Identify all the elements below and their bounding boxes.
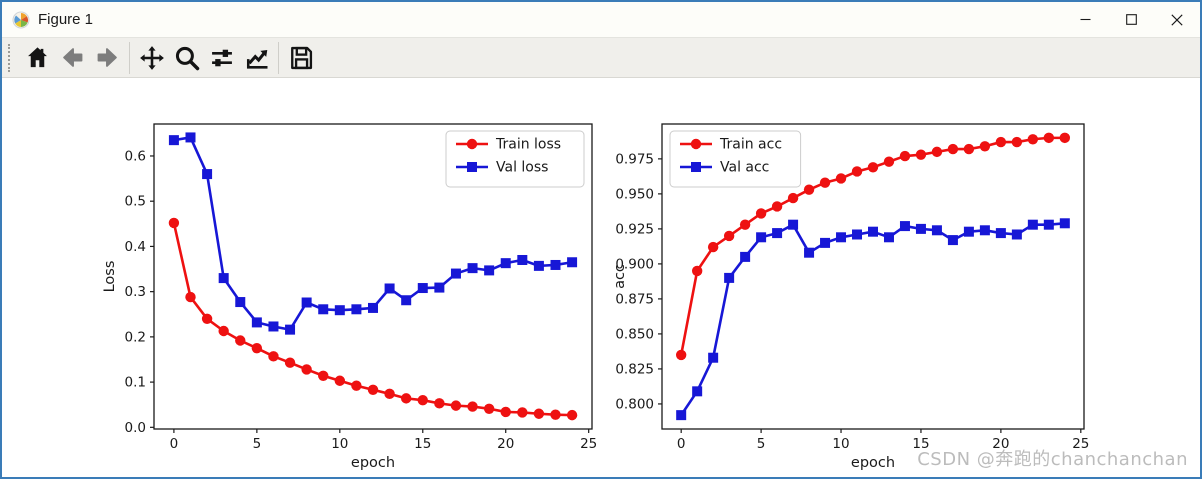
- minimize-button[interactable]: [1062, 2, 1108, 37]
- close-icon: [1171, 13, 1183, 26]
- x-tick-label: 25: [1072, 436, 1089, 452]
- y-tick-label: 0.5: [125, 194, 146, 210]
- legend-label: Val loss: [496, 160, 548, 176]
- magnifier-icon: [175, 46, 199, 70]
- matplotlib-logo-icon: [12, 11, 30, 28]
- title-bar: Figure 1: [2, 2, 1200, 38]
- pan-icon: [139, 45, 164, 70]
- save-button[interactable]: [283, 41, 318, 75]
- home-icon: [28, 47, 47, 68]
- x-tick-label: 10: [832, 436, 849, 452]
- series-val-loss: [168, 132, 578, 335]
- x-tick-label: 15: [912, 436, 929, 452]
- toolbar-separator: [129, 41, 130, 74]
- toolbar-gripper[interactable]: [8, 43, 12, 72]
- y-tick-label: 0.4: [125, 239, 146, 255]
- y-tick-label: 0.825: [615, 361, 654, 377]
- floppy-disk-icon: [290, 46, 312, 69]
- toolbar-separator: [278, 41, 279, 74]
- legend: Train acc Val acc: [669, 130, 802, 188]
- legend-label: Train acc: [719, 137, 782, 153]
- x-axis-label: epoch: [851, 455, 895, 471]
- y-axis-label: Loss: [102, 261, 118, 293]
- y-tick-label: 0.975: [615, 151, 654, 167]
- maximize-icon: [1125, 14, 1137, 25]
- axes: 0.0 0.1 0.2 0.3 0.4 0.5 0.6 0 5 10 15 20 25: [125, 123, 597, 452]
- x-tick-label: 15: [414, 436, 431, 452]
- y-tick-label: 0.950: [615, 186, 654, 202]
- axes: 0.800 0.825 0.850 0.875 0.900 0.925 0.950 0.975…: [615, 123, 1089, 452]
- y-tick-label: 0.925: [615, 221, 654, 237]
- sliders-icon: [211, 49, 232, 66]
- window-title: Figure 1: [38, 11, 94, 28]
- minimize-icon: [1080, 18, 1090, 21]
- y-tick-label: 0.6: [125, 148, 146, 164]
- navigation-toolbar: [2, 38, 1200, 78]
- close-button[interactable]: [1154, 2, 1200, 37]
- line-chart-icon: [246, 49, 267, 69]
- forward-button[interactable]: [90, 41, 125, 75]
- x-tick-label: 0: [677, 436, 686, 452]
- legend-label: Val acc: [720, 160, 769, 176]
- y-tick-label: 0.900: [615, 256, 654, 272]
- y-tick-label: 0.850: [615, 326, 654, 342]
- loss-chart[interactable]: 0.0 0.1 0.2 0.3 0.4 0.5 0.6 0 5 10 15 20 25 epoch Loss…: [97, 94, 602, 474]
- series-train-loss: [168, 217, 578, 421]
- y-tick-label: 0.2: [125, 329, 146, 345]
- pan-button[interactable]: [134, 41, 169, 75]
- back-button[interactable]: [55, 41, 90, 75]
- forward-arrow-icon: [97, 48, 117, 67]
- accuracy-chart[interactable]: 0.800 0.825 0.850 0.875 0.900 0.925 0.950 0.975…: [607, 94, 1112, 474]
- y-tick-label: 0.3: [125, 284, 146, 300]
- legend-label: Train loss: [495, 137, 561, 153]
- x-tick-label: 20: [497, 436, 514, 452]
- y-tick-label: 0.0: [125, 420, 146, 436]
- x-tick-label: 25: [580, 436, 597, 452]
- y-tick-label: 0.1: [125, 375, 146, 391]
- maximize-button[interactable]: [1108, 2, 1154, 37]
- x-axis-label: epoch: [351, 455, 395, 471]
- legend: Train loss Val loss: [445, 130, 585, 188]
- back-arrow-icon: [63, 48, 83, 67]
- series-val-acc: [676, 218, 1070, 421]
- y-axis-label: acc: [612, 264, 628, 289]
- x-tick-label: 0: [170, 436, 179, 452]
- x-tick-label: 5: [253, 436, 262, 452]
- x-tick-label: 20: [992, 436, 1009, 452]
- configure-subplots-button[interactable]: [204, 41, 239, 75]
- series-train-acc: [675, 132, 1071, 361]
- zoom-button[interactable]: [169, 41, 204, 75]
- edit-parameters-button[interactable]: [239, 41, 274, 75]
- x-tick-label: 10: [331, 436, 348, 452]
- figure-canvas: 0.0 0.1 0.2 0.3 0.4 0.5 0.6 0 5 10 15 20 25 epoch Loss…: [2, 78, 1200, 477]
- home-button[interactable]: [20, 41, 55, 75]
- x-tick-label: 5: [757, 436, 766, 452]
- y-tick-label: 0.875: [615, 291, 654, 307]
- window-controls: [1062, 2, 1200, 37]
- y-tick-label: 0.800: [615, 396, 654, 412]
